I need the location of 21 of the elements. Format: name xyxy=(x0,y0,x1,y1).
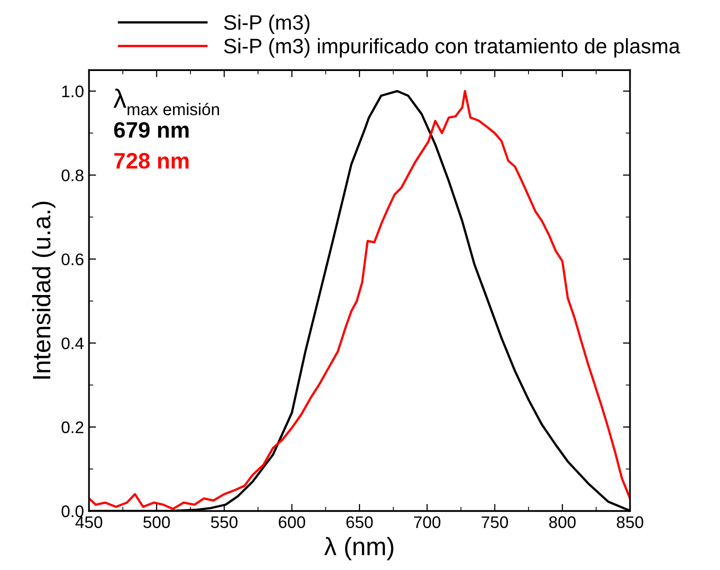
x-tick-label: 800 xyxy=(549,516,576,528)
annotation: 679 nm xyxy=(114,122,189,138)
x-tick-label: 650 xyxy=(346,516,373,528)
x-tick-label: 500 xyxy=(143,516,170,528)
x-tick-label: 450 xyxy=(75,516,102,528)
y-tick-label: 0.8 xyxy=(62,169,84,182)
y-tick-label: 0.4 xyxy=(62,337,84,350)
legend-label: Si-P (m3) impurificado con tratamiento de plasma xyxy=(224,38,680,58)
y-tick-label: 0.2 xyxy=(62,421,84,434)
y-tick-label: 0.0 xyxy=(62,505,84,518)
y-axis-title: Intensidad (u.a.) xyxy=(32,202,56,379)
x-tick-label: 600 xyxy=(278,516,306,528)
y-tick-label: 0.6 xyxy=(62,253,84,266)
x-axis-title: λ (nm) xyxy=(324,536,394,560)
x-tick-label: 700 xyxy=(414,516,440,528)
y-tick-label: 1.0 xyxy=(62,86,84,98)
legend-label: Si-P (m3) xyxy=(224,14,310,34)
x-tick-label: 750 xyxy=(482,516,508,528)
x-tick-label: 850 xyxy=(616,516,644,528)
annotation: 728 nm xyxy=(114,152,189,169)
x-tick-label: 550 xyxy=(211,516,238,528)
